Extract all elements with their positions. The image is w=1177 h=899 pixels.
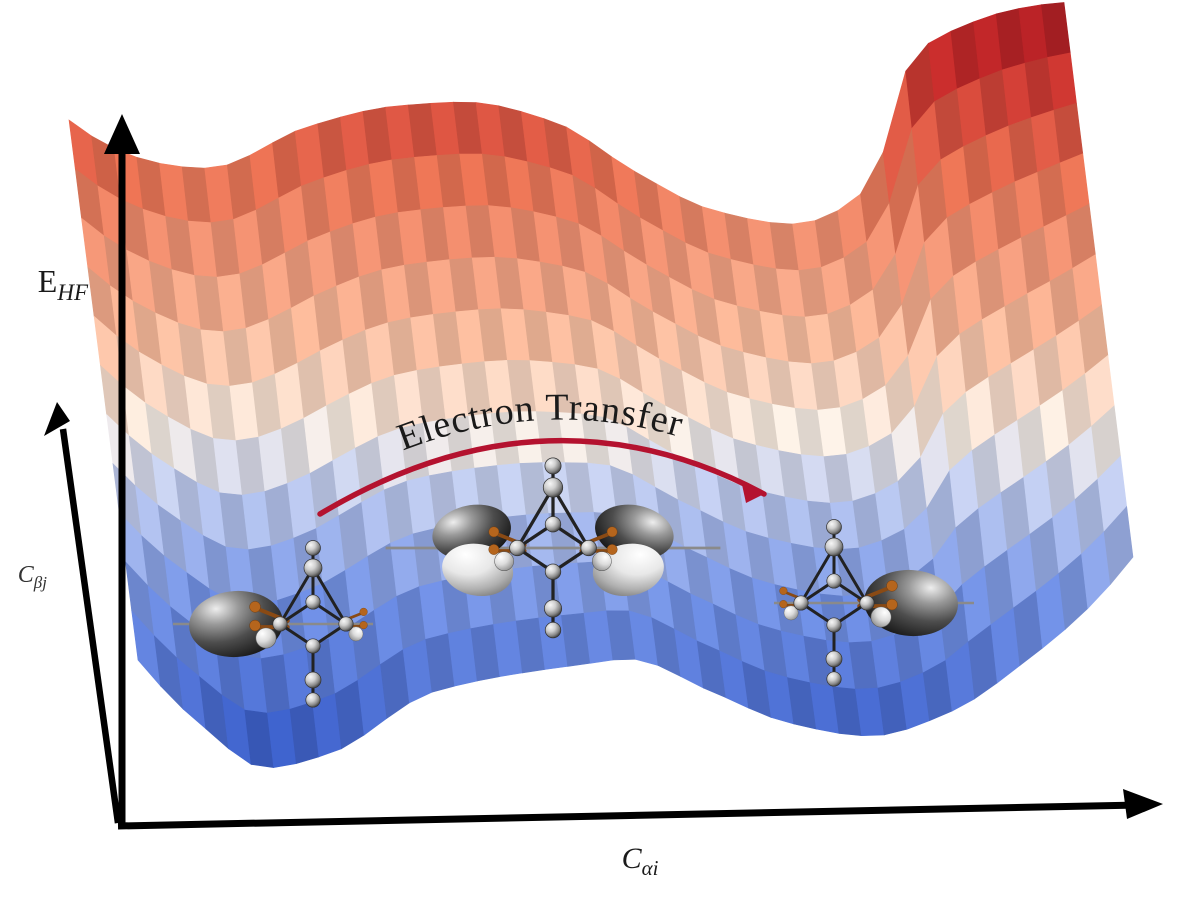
svg-text:EHF: EHF xyxy=(38,263,89,305)
svg-text:Cβj: Cβj xyxy=(18,562,47,592)
svg-text:Cαi: Cαi xyxy=(622,842,659,880)
